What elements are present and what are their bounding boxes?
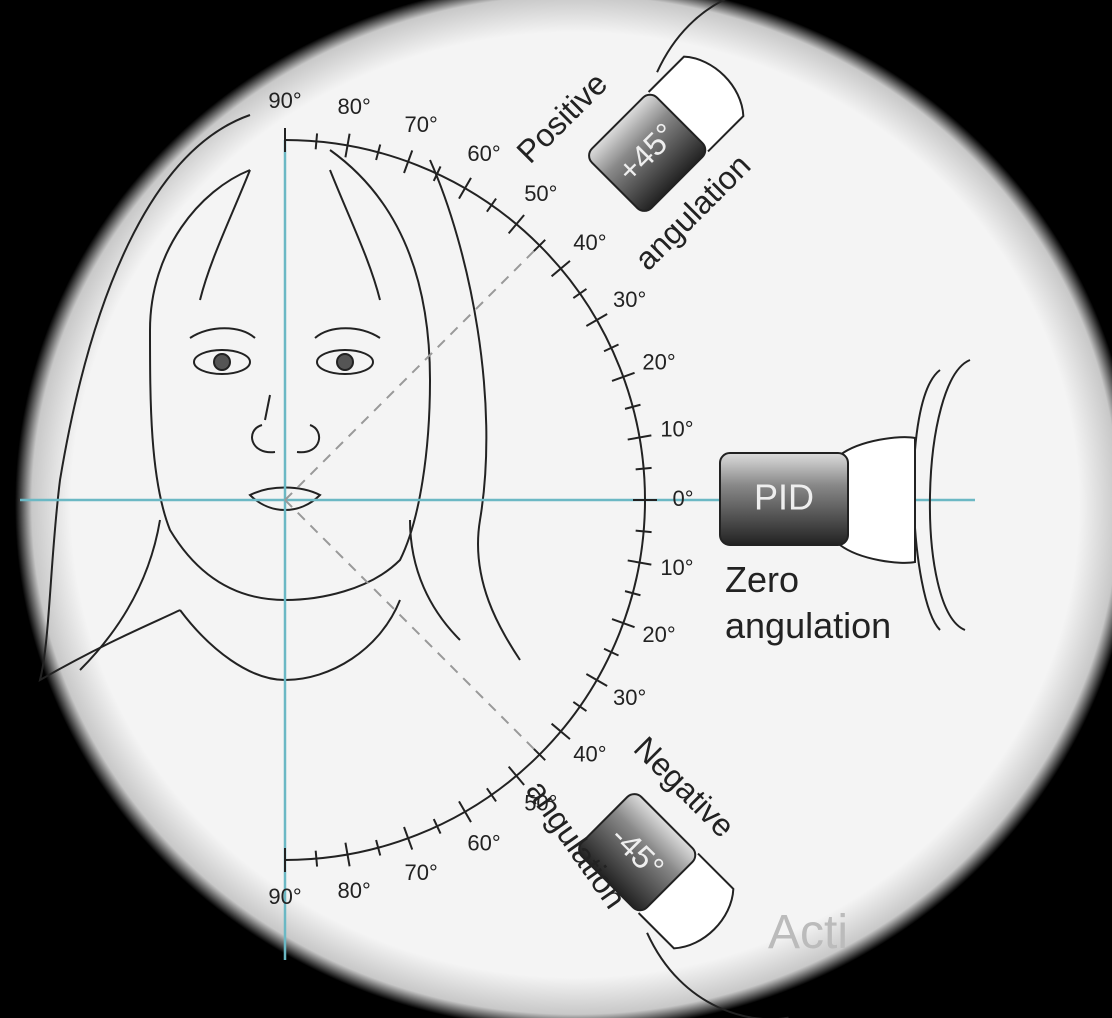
tick bbox=[458, 177, 472, 200]
tick bbox=[611, 371, 635, 382]
tick bbox=[403, 826, 414, 850]
tick bbox=[432, 166, 442, 182]
tick bbox=[585, 313, 608, 327]
zero-caption: angulation bbox=[725, 605, 891, 646]
degree-label: 90° bbox=[268, 884, 301, 909]
degree-label: 40° bbox=[573, 230, 606, 255]
tick bbox=[375, 839, 382, 856]
tick bbox=[375, 144, 382, 161]
degree-label: 50° bbox=[524, 791, 557, 816]
degree-label: 20° bbox=[642, 622, 675, 647]
degree-label: 70° bbox=[404, 860, 437, 885]
tick bbox=[572, 701, 588, 712]
degree-label: 10° bbox=[660, 417, 693, 442]
tick bbox=[507, 765, 525, 786]
tick bbox=[533, 748, 546, 761]
degree-label: 80° bbox=[337, 94, 370, 119]
degree-label: 70° bbox=[404, 112, 437, 137]
degree-label: 50° bbox=[524, 181, 557, 206]
tick bbox=[550, 260, 571, 278]
tick bbox=[314, 133, 319, 150]
tick bbox=[627, 559, 652, 566]
degree-label: 30° bbox=[613, 287, 646, 312]
tick bbox=[572, 288, 588, 299]
zero-pid: PID bbox=[719, 359, 971, 631]
degree-label: 0° bbox=[672, 486, 693, 511]
angle-guides bbox=[284, 244, 541, 756]
degree-label: 30° bbox=[613, 685, 646, 710]
degree-label: 80° bbox=[337, 878, 370, 903]
tick bbox=[486, 197, 497, 213]
tick bbox=[603, 647, 619, 657]
degree-label: 20° bbox=[642, 350, 675, 375]
tick bbox=[611, 618, 635, 629]
tick bbox=[344, 133, 351, 158]
tick bbox=[635, 466, 652, 471]
tick bbox=[603, 343, 619, 353]
degree-label: 40° bbox=[573, 742, 606, 767]
pid-label: PID bbox=[754, 477, 814, 518]
degree-label: 10° bbox=[660, 555, 693, 580]
negative-pid: -45° bbox=[578, 793, 789, 1018]
tick bbox=[486, 787, 497, 803]
degree-labels: 90° 80° 70° 60° 50° 40° 30° 20° 10° 0° 10° 20° 30° 40… bbox=[268, 88, 693, 909]
vignette bbox=[15, 0, 1112, 1018]
degree-label: 60° bbox=[467, 830, 500, 855]
degree-label: 60° bbox=[467, 141, 500, 166]
degree-label: 90° bbox=[268, 88, 301, 113]
tick bbox=[533, 239, 546, 252]
protractor-ticks bbox=[284, 128, 657, 872]
tick bbox=[432, 818, 442, 834]
positive-pid: +45° bbox=[588, 0, 799, 212]
tick bbox=[403, 150, 414, 174]
tick bbox=[624, 403, 641, 410]
zero-label: Zero bbox=[725, 559, 799, 600]
tick bbox=[635, 529, 652, 534]
tick bbox=[627, 434, 652, 441]
tick bbox=[624, 590, 641, 597]
tick bbox=[550, 722, 571, 740]
watermark: Acti bbox=[768, 906, 848, 959]
tick bbox=[344, 842, 351, 867]
tick bbox=[507, 214, 525, 235]
tick bbox=[314, 850, 319, 867]
tick bbox=[458, 800, 472, 823]
tick bbox=[585, 673, 608, 687]
